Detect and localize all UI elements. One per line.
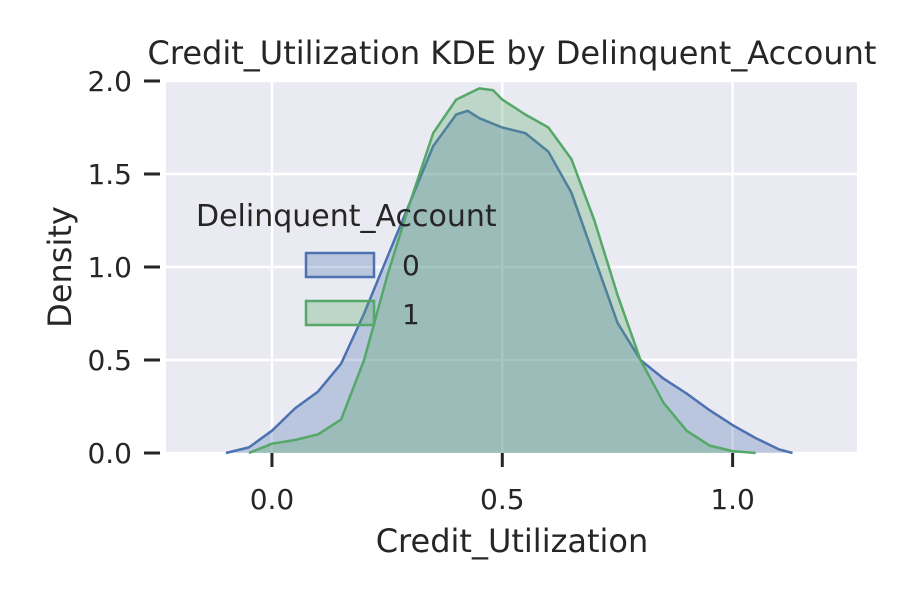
axis-ticks: 0.0 0.5 1.0 0.0 0.5 1.0 1.5 2.0 xyxy=(87,65,754,516)
kde-line-series-0 xyxy=(225,109,793,455)
legend-label-0: 0 xyxy=(402,249,420,282)
kde-line-series-1 xyxy=(248,87,756,455)
x-tick-label: 0.0 xyxy=(250,483,295,516)
legend-title: Delinquent_Account xyxy=(196,199,497,234)
legend: Delinquent_Account 0 1 xyxy=(196,199,497,331)
legend-label-1: 1 xyxy=(402,298,420,331)
x-tick-label: 0.5 xyxy=(480,483,525,516)
legend-swatch-0 xyxy=(304,251,376,279)
legend-swatch-1 xyxy=(304,299,376,327)
chart-title: Credit_Utilization KDE by Delinquent_Acc… xyxy=(148,34,877,72)
grid-lines xyxy=(166,79,857,455)
x-tick-label: 1.0 xyxy=(710,483,755,516)
x-axis-label: Credit_Utilization xyxy=(376,522,649,560)
kde-area-series-0 xyxy=(225,110,793,454)
y-tick-label: 1.0 xyxy=(87,251,132,284)
y-tick-label: 2.0 xyxy=(87,65,132,98)
y-tick-label: 0.5 xyxy=(87,344,132,377)
y-axis-label: Density xyxy=(41,206,79,328)
y-tick-label: 1.5 xyxy=(87,158,132,191)
y-tick-label: 0.0 xyxy=(87,437,132,470)
kde-area-series-1 xyxy=(248,88,756,454)
kde-series xyxy=(225,87,793,455)
